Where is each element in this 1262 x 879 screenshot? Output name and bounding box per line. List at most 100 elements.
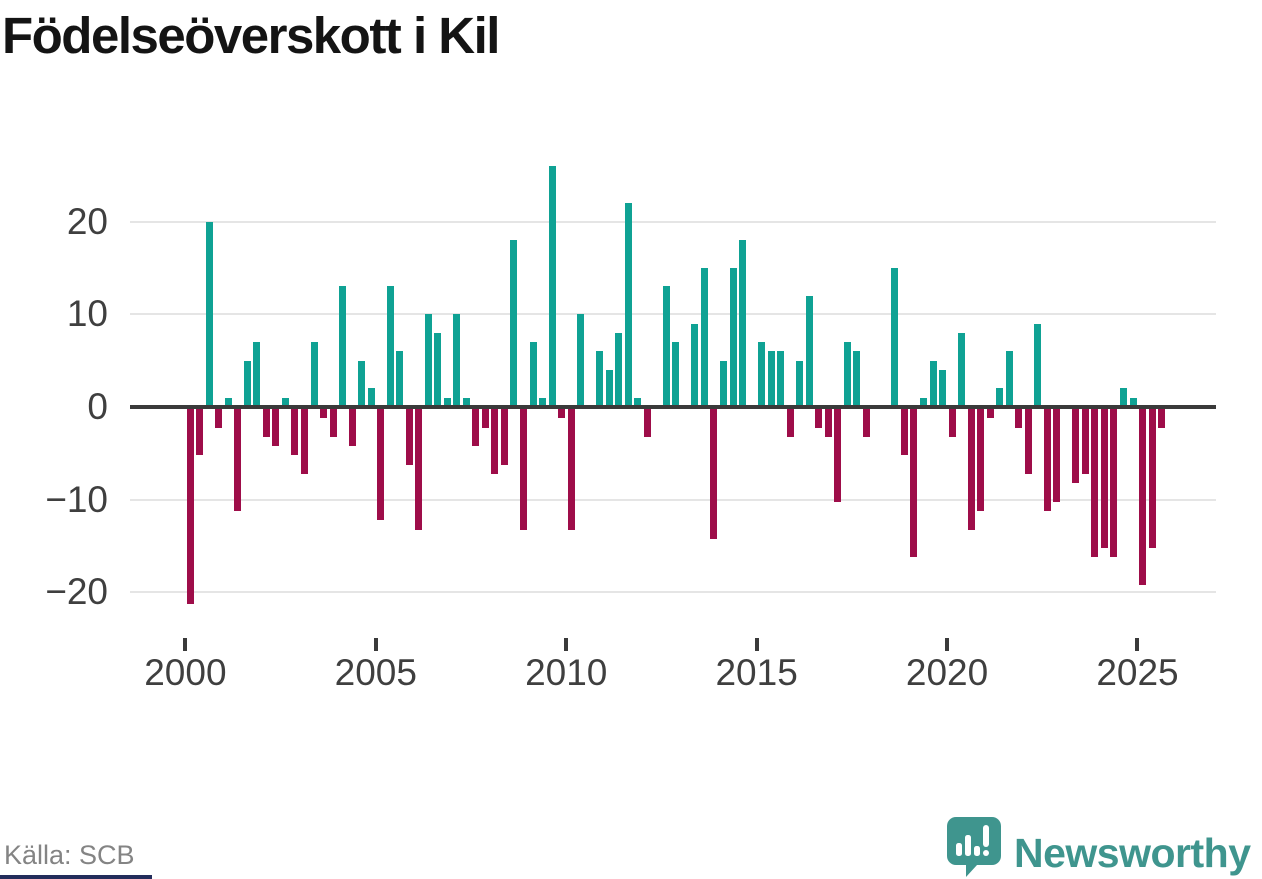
gridline (130, 313, 1216, 316)
bar-2007-q3 (472, 407, 480, 447)
bar-2018-q3 (891, 267, 899, 409)
x-axis-label: 2020 (905, 652, 989, 693)
bar-2017-q2 (843, 342, 851, 409)
bar-2012-q4 (672, 342, 680, 409)
bar-2020-q4 (977, 407, 985, 511)
bar-2020-q3 (967, 407, 975, 530)
bar-2001-q1 (224, 397, 232, 409)
bar-2013-q4 (710, 407, 718, 539)
bar-2005-q3 (396, 351, 404, 409)
bar-2023-q4 (1091, 407, 1099, 558)
bar-2020-q1 (948, 407, 956, 437)
bar-2002-q3 (281, 397, 289, 409)
bar-2015-q2 (767, 351, 775, 409)
bottom-accent-strip (0, 875, 152, 879)
x-axis-tick (945, 638, 950, 651)
exclamation-stem (983, 825, 989, 847)
bar-2017-q4 (862, 407, 870, 437)
newsworthy-logo: Newsworthy (946, 816, 1251, 878)
bar-2024-q4 (1129, 397, 1137, 409)
bar-2001-q3 (243, 360, 251, 409)
bar-2012-q1 (643, 407, 651, 437)
bar-2010-q2 (577, 314, 585, 409)
bar-2011-q2 (615, 332, 623, 409)
bar-2018-q4 (900, 407, 908, 456)
bar-2024-q2 (1110, 407, 1118, 558)
x-axis-label: 2010 (525, 652, 608, 693)
bar-2016-q2 (805, 295, 813, 409)
bar-2008-q3 (510, 240, 518, 409)
bar-2019-q4 (939, 369, 947, 409)
bar-2011-q4 (634, 397, 642, 409)
chart-title: Födelseöverskott i Kil (2, 7, 500, 64)
y-axis-label: −10 (45, 478, 108, 520)
bar-2015-q4 (786, 407, 794, 437)
bar-2000-q4 (215, 407, 223, 428)
bar-2016-q4 (824, 407, 832, 437)
newsworthy-wordmark: Newsworthy (1014, 830, 1251, 876)
bar-2013-q2 (691, 323, 699, 409)
bar-2011-q3 (624, 203, 632, 409)
bar-2000-q2 (196, 407, 204, 456)
bar-glyph-medium (974, 846, 980, 856)
bar-2022-q1 (1024, 407, 1032, 474)
bar-2004-q3 (358, 360, 366, 409)
bar-2013-q3 (700, 267, 708, 409)
bar-2003-q1 (300, 407, 308, 474)
bar-2019-q2 (919, 397, 927, 409)
bar-2008-q2 (500, 407, 508, 465)
gridline (130, 498, 1216, 501)
bar-2025-q1 (1139, 407, 1147, 586)
bar-2008-q1 (491, 407, 499, 474)
bar-2001-q2 (234, 407, 242, 511)
bar-2007-q1 (453, 314, 461, 409)
bar-2017-q1 (834, 407, 842, 502)
bar-2023-q2 (1072, 407, 1080, 484)
zero-axis-line (130, 405, 1216, 409)
exclamation-dot (983, 850, 989, 856)
bar-2016-q3 (815, 407, 823, 428)
bar-2014-q1 (720, 360, 727, 409)
bar-glyph-tall (965, 835, 971, 856)
gridline (130, 220, 1216, 223)
bar-2025-q3 (1158, 407, 1166, 428)
x-axis-label: 2005 (334, 652, 417, 693)
y-axis-label: 20 (66, 200, 108, 242)
bar-2011-q1 (605, 369, 613, 409)
bar-2007-q2 (462, 397, 470, 409)
bar-2021-q2 (996, 388, 1004, 409)
bar-2010-q1 (567, 407, 575, 530)
bar-2007-q4 (481, 407, 489, 428)
x-axis-tick (373, 638, 378, 651)
bar-2014-q2 (729, 267, 737, 409)
bar-2003-q4 (329, 407, 337, 437)
bar-2021-q1 (986, 407, 994, 419)
bar-2005-q4 (405, 407, 413, 465)
x-axis-tick (564, 638, 569, 651)
source-caption: Källa: SCB (4, 840, 135, 870)
bar-2006-q1 (415, 407, 423, 530)
bar-2000-q3 (205, 221, 213, 409)
bar-2003-q2 (310, 342, 318, 409)
bar-2002-q1 (262, 407, 270, 437)
x-axis-tick (183, 638, 188, 651)
y-axis-label: 0 (87, 386, 108, 427)
bar-2025-q2 (1148, 407, 1156, 549)
bar-2019-q1 (910, 407, 918, 558)
bar-2014-q3 (739, 240, 747, 409)
bar-2019-q3 (929, 360, 937, 409)
bar-2012-q3 (662, 286, 670, 409)
bar-2021-q3 (1005, 351, 1013, 409)
bar-2015-q3 (777, 351, 785, 409)
bar-2024-q3 (1119, 388, 1127, 409)
x-axis-tick (1135, 638, 1140, 651)
bar-2022-q2 (1034, 323, 1042, 409)
bar-2005-q2 (386, 286, 394, 409)
bar-2006-q3 (434, 332, 442, 409)
bar-2003-q3 (320, 407, 328, 419)
bar-2009-q1 (529, 342, 537, 409)
bar-2024-q1 (1100, 407, 1108, 549)
bar-2009-q4 (558, 407, 566, 419)
bar-2022-q3 (1043, 407, 1051, 511)
